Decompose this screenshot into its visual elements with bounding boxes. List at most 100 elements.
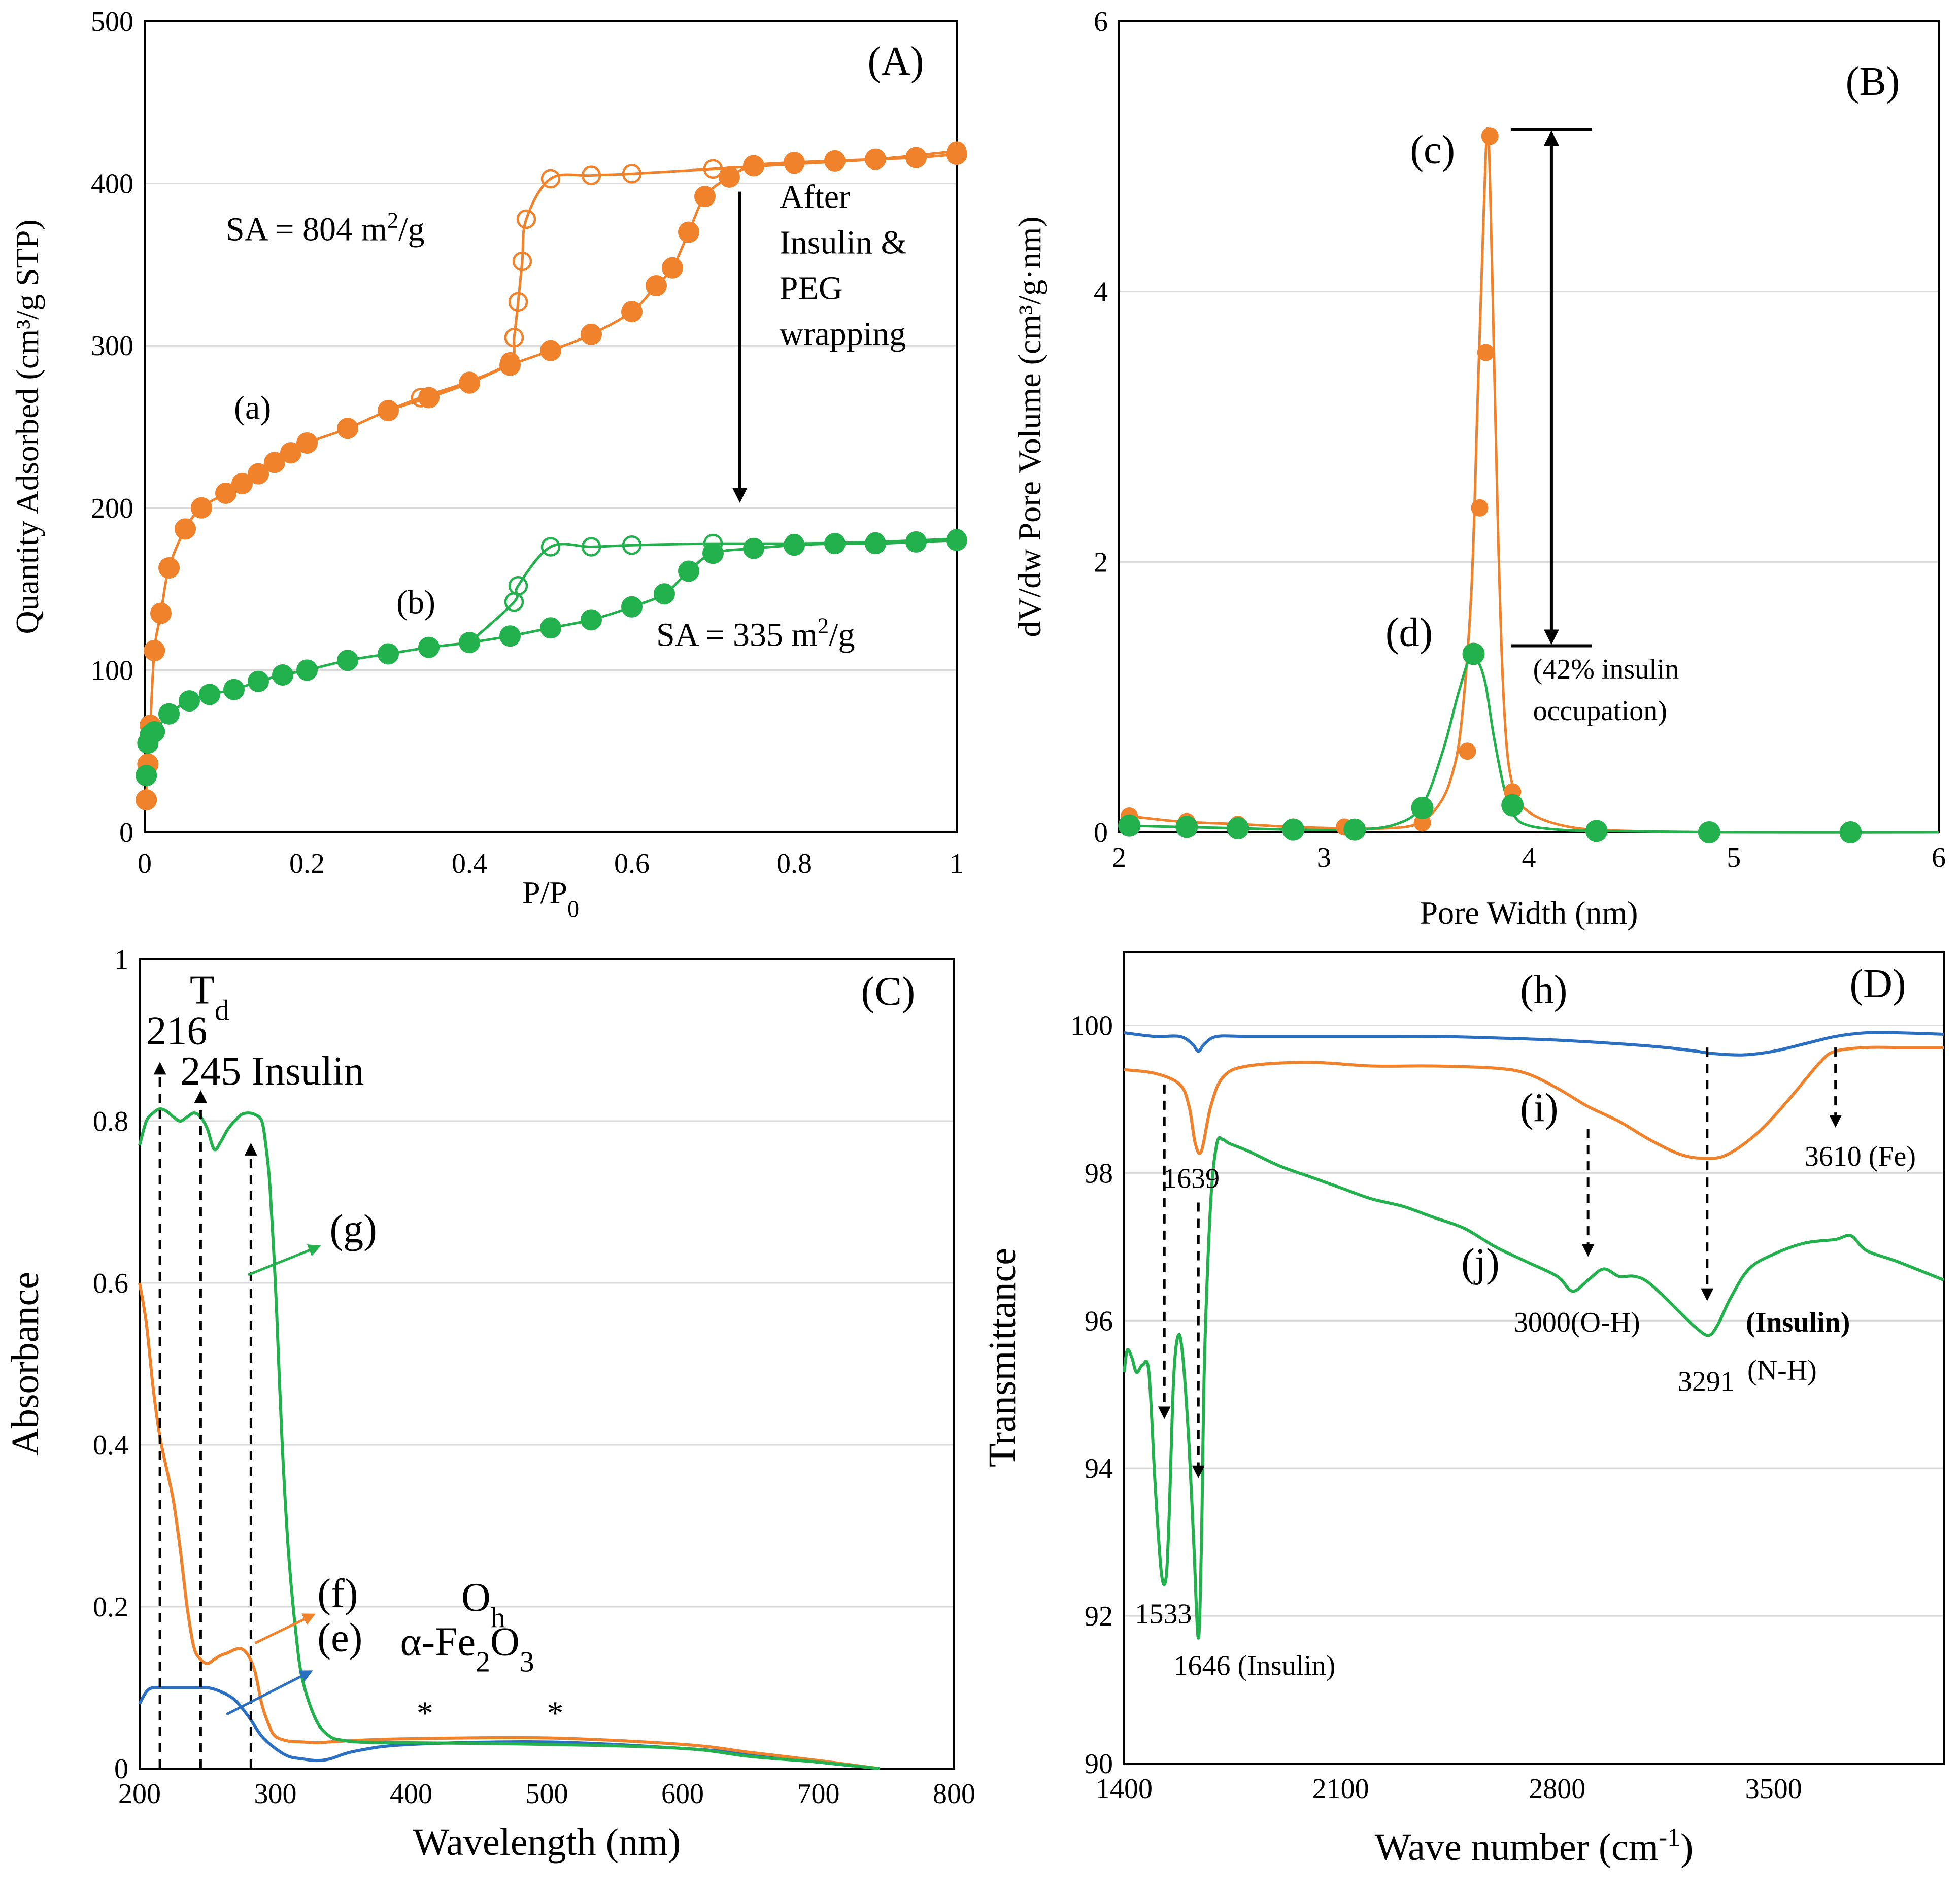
y-tick-label-A: 300 — [91, 330, 133, 362]
x-tick-label-B: 5 — [1727, 842, 1741, 873]
y-tick-label-B: 4 — [1094, 277, 1108, 308]
data-point-A — [150, 602, 172, 624]
data-point-A — [136, 789, 157, 811]
data-point-A — [581, 609, 602, 631]
series-line-D-1 — [1124, 1045, 1944, 1160]
x-tick-label-A: 0.6 — [614, 848, 650, 879]
data-point-A — [824, 533, 846, 555]
data-point-B — [1411, 797, 1434, 820]
data-point-A — [905, 531, 927, 553]
x-tick-label-D: 1400 — [1096, 1773, 1153, 1805]
y-tick-label-D: 96 — [1085, 1305, 1113, 1337]
panel-label-C: (C) — [861, 969, 916, 1014]
data-point-A — [581, 537, 601, 557]
data-point-A — [703, 533, 723, 554]
data-point-A — [678, 221, 699, 243]
annotation-C: 216 — [146, 1008, 207, 1053]
data-point-A — [784, 154, 804, 174]
data-point-A — [378, 400, 398, 421]
panel-label-B: (B) — [1846, 59, 1900, 104]
x-tick-label-C: 200 — [118, 1778, 161, 1810]
data-point-A — [504, 327, 524, 348]
series-line-D-2 — [1123, 1136, 1945, 1640]
plot-frame-D — [1123, 951, 1945, 1765]
data-point-A — [378, 400, 399, 422]
annotation-D: 1533 — [1135, 1599, 1192, 1630]
data-point-A — [540, 617, 561, 639]
x-tick-label-A: 0 — [138, 848, 152, 879]
annotation-C: 245 Insulin — [180, 1049, 364, 1094]
x-tick-label-C: 400 — [390, 1778, 432, 1810]
arrow-note-A: wrapping — [780, 316, 906, 353]
data-point-A — [540, 537, 561, 557]
data-point-A — [179, 690, 200, 712]
data-point-A — [621, 596, 643, 618]
y-axis-title-A: Quantity Adsorbed (cm³/g STP) — [9, 219, 45, 634]
data-point-A — [248, 463, 269, 485]
pointer-arrow-g — [248, 1244, 321, 1276]
data-point-A — [499, 625, 521, 647]
data-point-A — [646, 275, 667, 296]
y-tick-label-C: 0.2 — [93, 1592, 128, 1623]
data-point-B — [1698, 821, 1720, 843]
data-point-A — [158, 557, 180, 579]
x-tick-label-A: 1 — [950, 848, 964, 879]
data-point-A — [508, 575, 528, 596]
x-tick-label-B: 3 — [1317, 842, 1331, 873]
series-line-A-3 — [468, 537, 957, 644]
annotation-C: (g) — [330, 1207, 377, 1251]
x-tick-label-C: 300 — [254, 1778, 297, 1810]
data-point-A — [272, 664, 293, 686]
data-point-A — [248, 670, 269, 692]
annotation-D: (i) — [1520, 1086, 1559, 1131]
x-tick-label-C: 600 — [661, 1778, 704, 1810]
x-tick-label-B: 6 — [1932, 842, 1946, 873]
y-axis-title-D: Transmittance — [981, 1248, 1024, 1467]
data-point-A — [743, 155, 764, 177]
data-point-A — [905, 147, 927, 168]
data-point-B — [1282, 818, 1305, 841]
data-point-A — [280, 442, 301, 464]
annotation-C: * — [547, 1695, 564, 1732]
x-tick-label-C: 500 — [526, 1778, 568, 1810]
y-tick-label-C: 1 — [114, 944, 128, 975]
data-point-A — [459, 371, 480, 391]
x-tick-label-A: 0.4 — [452, 848, 487, 879]
x-tick-label-D: 3500 — [1745, 1773, 1802, 1805]
data-point-B — [1471, 499, 1489, 517]
y-tick-label-D: 100 — [1070, 1010, 1113, 1041]
data-point-A — [719, 166, 740, 188]
data-point-A — [144, 721, 165, 742]
series-line-A-2 — [145, 539, 957, 776]
data-point-B — [1501, 794, 1524, 817]
note-B: occupation) — [1533, 695, 1667, 727]
annotation-D: (N-H) — [1747, 1355, 1817, 1386]
data-point-A — [540, 168, 561, 189]
panel-label-A: (A) — [867, 39, 924, 84]
data-point-A — [199, 684, 220, 705]
data-point-A — [500, 352, 520, 372]
plot-frame-A — [144, 20, 958, 833]
data-point-A — [621, 301, 643, 323]
data-point-A — [743, 537, 764, 559]
x-axis-title-C: Wavelength (nm) — [413, 1821, 681, 1864]
annotation-D: 3610 (Fe) — [1805, 1141, 1916, 1172]
data-point-B — [1227, 817, 1249, 840]
data-point-B — [1585, 820, 1608, 842]
x-axis-title-D: Wave number (cm-1) — [1375, 1823, 1694, 1869]
annotation-D: (h) — [1520, 968, 1567, 1012]
series-line-C-1 — [138, 1282, 880, 1770]
data-point-A — [136, 765, 157, 787]
data-point-A — [296, 659, 318, 681]
data-point-A — [784, 533, 804, 554]
data-point-A — [703, 159, 723, 179]
x-tick-label-C: 700 — [797, 1778, 840, 1810]
series-line-A-1 — [388, 150, 957, 412]
series-line-D-0 — [1124, 1031, 1944, 1057]
arrow-note-A: Insulin & — [780, 224, 907, 261]
x-tick-label-C: 800 — [933, 1778, 975, 1810]
data-point-A — [622, 164, 642, 184]
data-point-A — [459, 632, 480, 654]
y-tick-label-C: 0.4 — [93, 1430, 128, 1461]
data-point-A — [865, 532, 886, 552]
